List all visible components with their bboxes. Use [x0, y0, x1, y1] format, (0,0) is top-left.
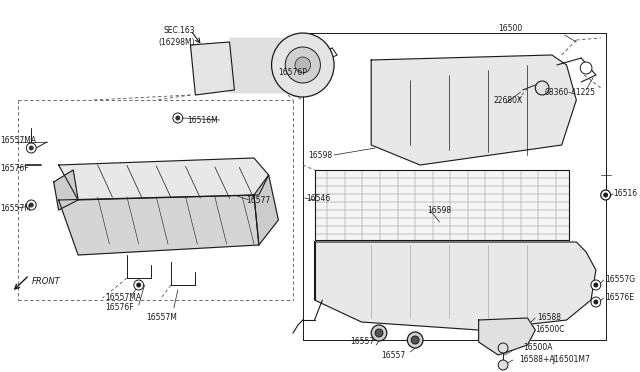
Text: 16588: 16588: [537, 314, 561, 323]
Text: (16298M): (16298M): [158, 38, 195, 46]
Text: SEC.163: SEC.163: [163, 26, 195, 35]
Circle shape: [176, 116, 180, 120]
Circle shape: [29, 146, 33, 150]
Text: 16546: 16546: [306, 193, 330, 202]
Text: 16557M: 16557M: [0, 203, 31, 212]
Circle shape: [29, 203, 33, 207]
Text: 16557MA: 16557MA: [106, 292, 141, 301]
Text: 16576P: 16576P: [278, 67, 307, 77]
Circle shape: [594, 283, 598, 287]
Text: 16598: 16598: [427, 205, 451, 215]
Circle shape: [375, 329, 383, 337]
Polygon shape: [54, 170, 78, 210]
Circle shape: [594, 300, 598, 304]
Text: FRONT: FRONT: [32, 278, 61, 286]
Circle shape: [285, 47, 321, 83]
Polygon shape: [479, 318, 535, 355]
Circle shape: [591, 297, 601, 307]
Circle shape: [371, 325, 387, 341]
Text: 16557MA: 16557MA: [0, 135, 36, 144]
Circle shape: [498, 360, 508, 370]
Text: 16577: 16577: [246, 196, 271, 205]
Polygon shape: [191, 42, 234, 95]
Text: 22680X: 22680X: [493, 96, 522, 105]
Text: 16516: 16516: [614, 189, 637, 198]
Circle shape: [173, 113, 182, 123]
Text: 16500: 16500: [498, 23, 522, 32]
Text: 16516M: 16516M: [188, 115, 218, 125]
Circle shape: [295, 57, 310, 73]
Circle shape: [407, 332, 423, 348]
Text: 16588+A: 16588+A: [520, 356, 556, 365]
Circle shape: [137, 283, 141, 287]
Text: 16557: 16557: [381, 350, 405, 359]
Polygon shape: [314, 242, 596, 330]
Polygon shape: [59, 195, 259, 255]
Circle shape: [412, 336, 419, 344]
Circle shape: [604, 193, 607, 197]
Circle shape: [134, 280, 143, 290]
Circle shape: [271, 33, 334, 97]
Circle shape: [580, 62, 592, 74]
Text: 08360-41225: 08360-41225: [544, 87, 595, 96]
Polygon shape: [254, 175, 278, 245]
Circle shape: [591, 280, 601, 290]
Text: 16500C: 16500C: [535, 326, 565, 334]
Polygon shape: [371, 55, 577, 165]
Text: 16500A: 16500A: [524, 343, 553, 353]
Text: J16501M7: J16501M7: [552, 356, 590, 365]
Text: 16557M: 16557M: [147, 314, 177, 323]
Text: 16598: 16598: [308, 151, 333, 160]
Text: 16557G: 16557G: [605, 276, 636, 285]
Circle shape: [498, 343, 508, 353]
Text: 16576E: 16576E: [605, 294, 635, 302]
Text: 16576F: 16576F: [0, 164, 29, 173]
Circle shape: [26, 200, 36, 210]
Polygon shape: [314, 170, 570, 240]
Text: 16576F: 16576F: [106, 304, 134, 312]
Circle shape: [26, 143, 36, 153]
Polygon shape: [230, 38, 288, 92]
Circle shape: [535, 81, 549, 95]
Circle shape: [601, 190, 611, 200]
Text: 16557: 16557: [349, 337, 374, 346]
Polygon shape: [59, 158, 269, 200]
